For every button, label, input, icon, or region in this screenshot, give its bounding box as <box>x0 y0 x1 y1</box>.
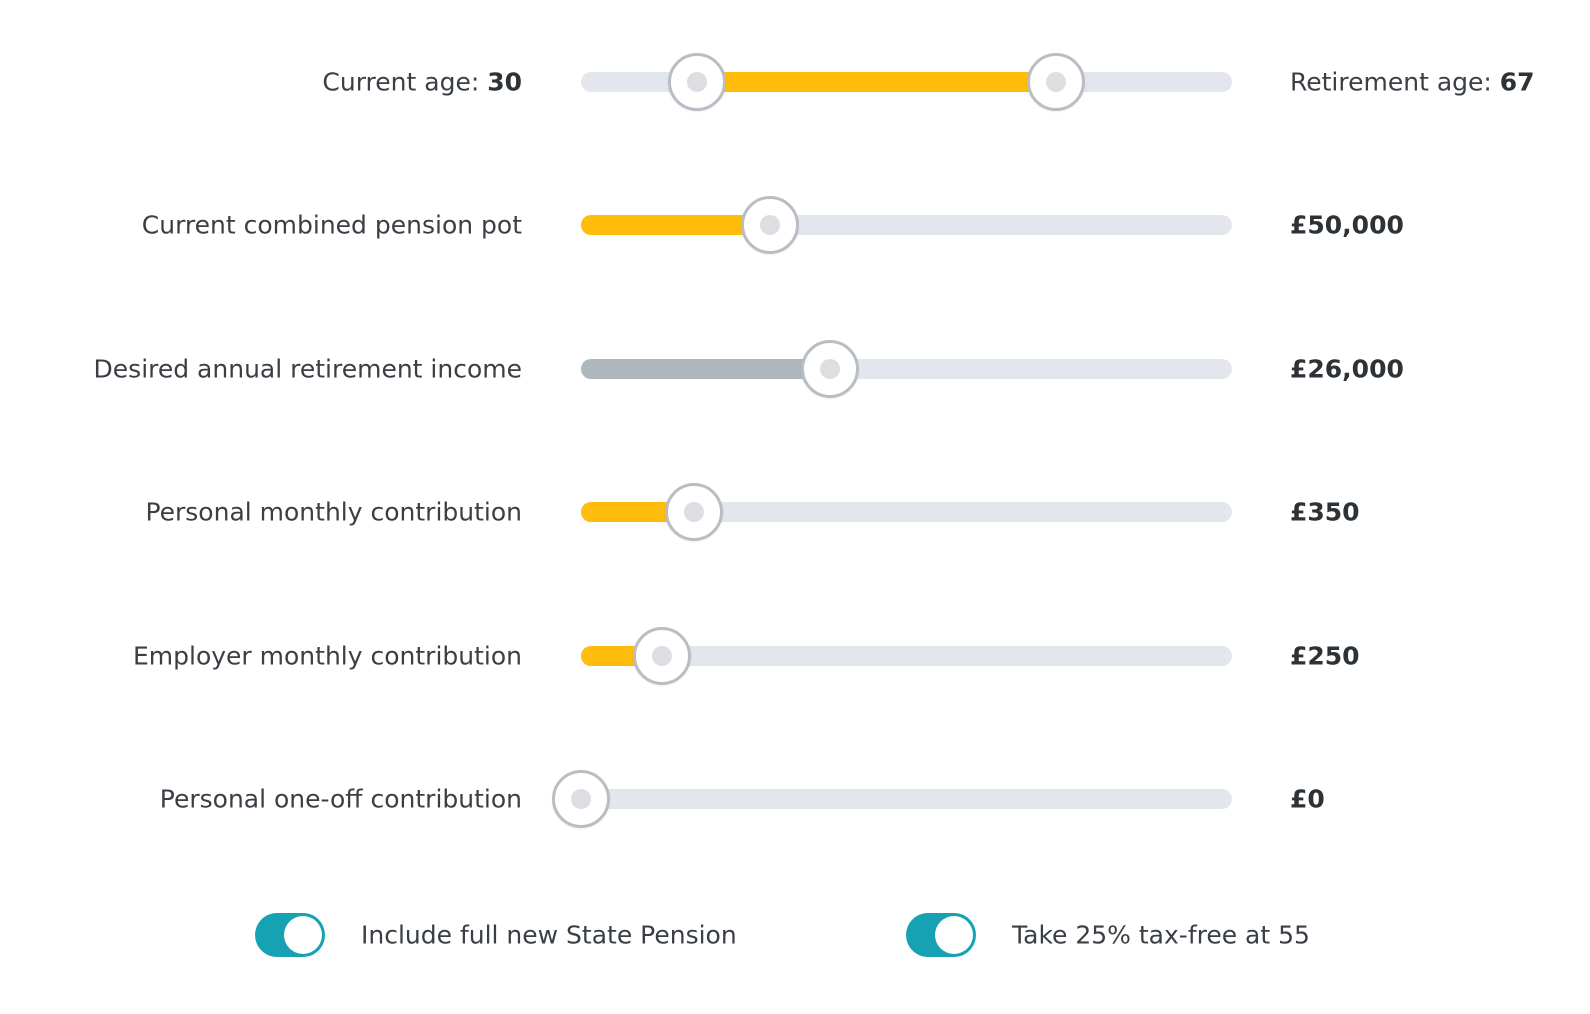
current-age-slider-thumb[interactable] <box>667 53 726 111</box>
one-off-value: £0 <box>1290 784 1325 814</box>
pension-pot-slider-thumb[interactable] <box>741 196 800 254</box>
personal-monthly-label: Personal monthly contribution <box>145 497 522 527</box>
pension-pot-row: Current combined pension pot £50,000 <box>0 195 1590 255</box>
thumb-dot <box>686 72 707 92</box>
thumb-dot <box>760 215 781 235</box>
thumb-dot <box>1046 72 1067 92</box>
one-off-track[interactable] <box>552 770 1232 828</box>
one-off-label: Personal one-off contribution <box>159 784 522 814</box>
tax-free-toggle[interactable] <box>906 913 976 957</box>
employer-monthly-slider-thumb[interactable] <box>632 627 691 685</box>
employer-monthly-track[interactable] <box>581 627 1232 685</box>
employer-monthly-label: Employer monthly contribution <box>132 641 522 671</box>
retirement-income-value: £26,000 <box>1290 354 1404 384</box>
age-range-track[interactable] <box>581 53 1232 111</box>
personal-monthly-slider-thumb[interactable] <box>665 483 724 541</box>
tax-free-option: Take 25% tax-free at 55 <box>906 910 1310 960</box>
current-age-value: 30 <box>487 67 522 97</box>
state-pension-option: Include full new State Pension <box>255 910 737 960</box>
thumb-dot <box>684 502 705 522</box>
one-off-row: Personal one-off contribution £0 <box>0 769 1590 829</box>
thumb-dot <box>571 789 591 809</box>
employer-monthly-row: Employer monthly contribution £250 <box>0 626 1590 686</box>
personal-monthly-value: £350 <box>1290 497 1360 527</box>
age-range-fill <box>696 72 1057 92</box>
current-age-label: Current age: 30 <box>322 68 522 97</box>
employer-monthly-value: £250 <box>1290 641 1360 671</box>
age-range-row: Current age: 30 Retirement age: 67 <box>0 52 1590 112</box>
thumb-dot <box>651 646 672 666</box>
pension-pot-fill <box>581 215 771 235</box>
state-pension-toggle-label: Include full new State Pension <box>361 920 737 950</box>
retirement-age-slider-thumb[interactable] <box>1027 53 1086 111</box>
retirement-income-row: Desired annual retirement income £26,000 <box>0 339 1590 399</box>
toggle-knob <box>284 916 322 954</box>
retirement-age-value: 67 <box>1499 67 1535 97</box>
retirement-age-text: Retirement age: <box>1290 67 1492 97</box>
current-age-text: Current age: <box>322 67 480 97</box>
personal-monthly-track[interactable] <box>581 483 1232 541</box>
toggle-knob <box>935 916 973 954</box>
retirement-age-label: Retirement age: 67 <box>1290 68 1535 97</box>
pension-pot-label: Current combined pension pot <box>141 210 522 240</box>
retirement-income-label: Desired annual retirement income <box>93 354 522 384</box>
retirement-income-track[interactable] <box>581 340 1232 398</box>
personal-monthly-row: Personal monthly contribution £350 <box>0 482 1590 542</box>
retirement-income-slider-thumb[interactable] <box>801 340 860 398</box>
pension-pot-track[interactable] <box>581 196 1232 254</box>
tax-free-toggle-label: Take 25% tax-free at 55 <box>1012 920 1310 950</box>
state-pension-toggle[interactable] <box>255 913 325 957</box>
thumb-dot <box>820 359 841 379</box>
one-off-slider-thumb[interactable] <box>552 770 610 828</box>
retirement-income-fill <box>581 359 831 379</box>
pension-pot-value: £50,000 <box>1290 210 1404 240</box>
